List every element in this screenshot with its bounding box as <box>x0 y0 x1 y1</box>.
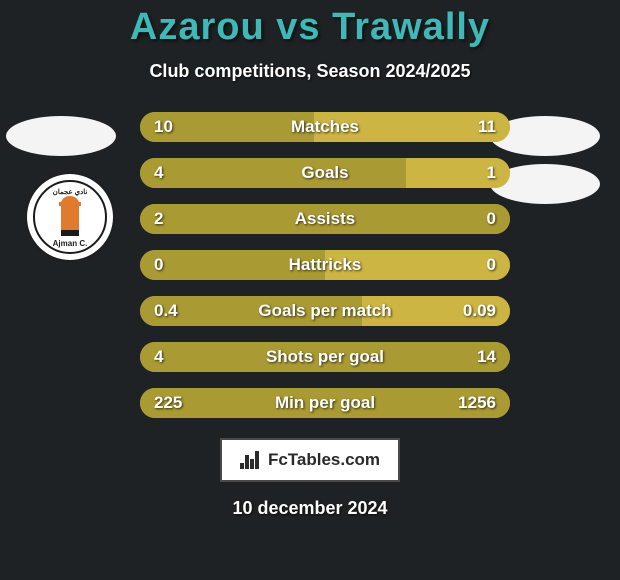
stat-value-right: 11 <box>478 112 496 142</box>
stat-row: 225Min per goal1256 <box>140 388 510 418</box>
stat-label: Hattricks <box>140 250 510 280</box>
subtitle: Club competitions, Season 2024/2025 <box>0 61 620 82</box>
brand-text: FcTables.com <box>268 450 380 470</box>
stat-value-right: 14 <box>477 342 496 372</box>
brand-logo[interactable]: FcTables.com <box>220 438 400 482</box>
stat-row: 10Matches11 <box>140 112 510 142</box>
badge-text-bottom: Ajman C. <box>53 239 88 248</box>
stat-value-right: 0 <box>487 250 496 280</box>
stat-row: 0.4Goals per match0.09 <box>140 296 510 326</box>
stat-label: Min per goal <box>140 388 510 418</box>
stat-row: 0Hattricks0 <box>140 250 510 280</box>
stat-label: Matches <box>140 112 510 142</box>
stats-bars: 10Matches114Goals12Assists00Hattricks00.… <box>140 112 510 434</box>
stat-label: Shots per goal <box>140 342 510 372</box>
stat-value-right: 1256 <box>458 388 496 418</box>
stat-row: 4Goals1 <box>140 158 510 188</box>
stat-value-right: 0.09 <box>463 296 496 326</box>
comparison-card: Azarou vs Trawally Club competitions, Se… <box>0 0 620 580</box>
player1-club-badge: نادي عجمان Ajman C. <box>27 174 113 260</box>
page-title: Azarou vs Trawally <box>0 0 620 49</box>
badge-text-top: نادي عجمان <box>53 188 88 197</box>
stat-row: 2Assists0 <box>140 204 510 234</box>
stat-row: 4Shots per goal14 <box>140 342 510 372</box>
stat-value-right: 0 <box>487 204 496 234</box>
player1-flag-placeholder <box>6 116 116 156</box>
brand-chart-icon <box>240 451 262 469</box>
stat-label: Goals per match <box>140 296 510 326</box>
stat-label: Assists <box>140 204 510 234</box>
ajman-badge-icon: نادي عجمان Ajman C. <box>33 180 107 254</box>
stat-label: Goals <box>140 158 510 188</box>
footer-date: 10 december 2024 <box>0 498 620 519</box>
stat-value-right: 1 <box>487 158 496 188</box>
